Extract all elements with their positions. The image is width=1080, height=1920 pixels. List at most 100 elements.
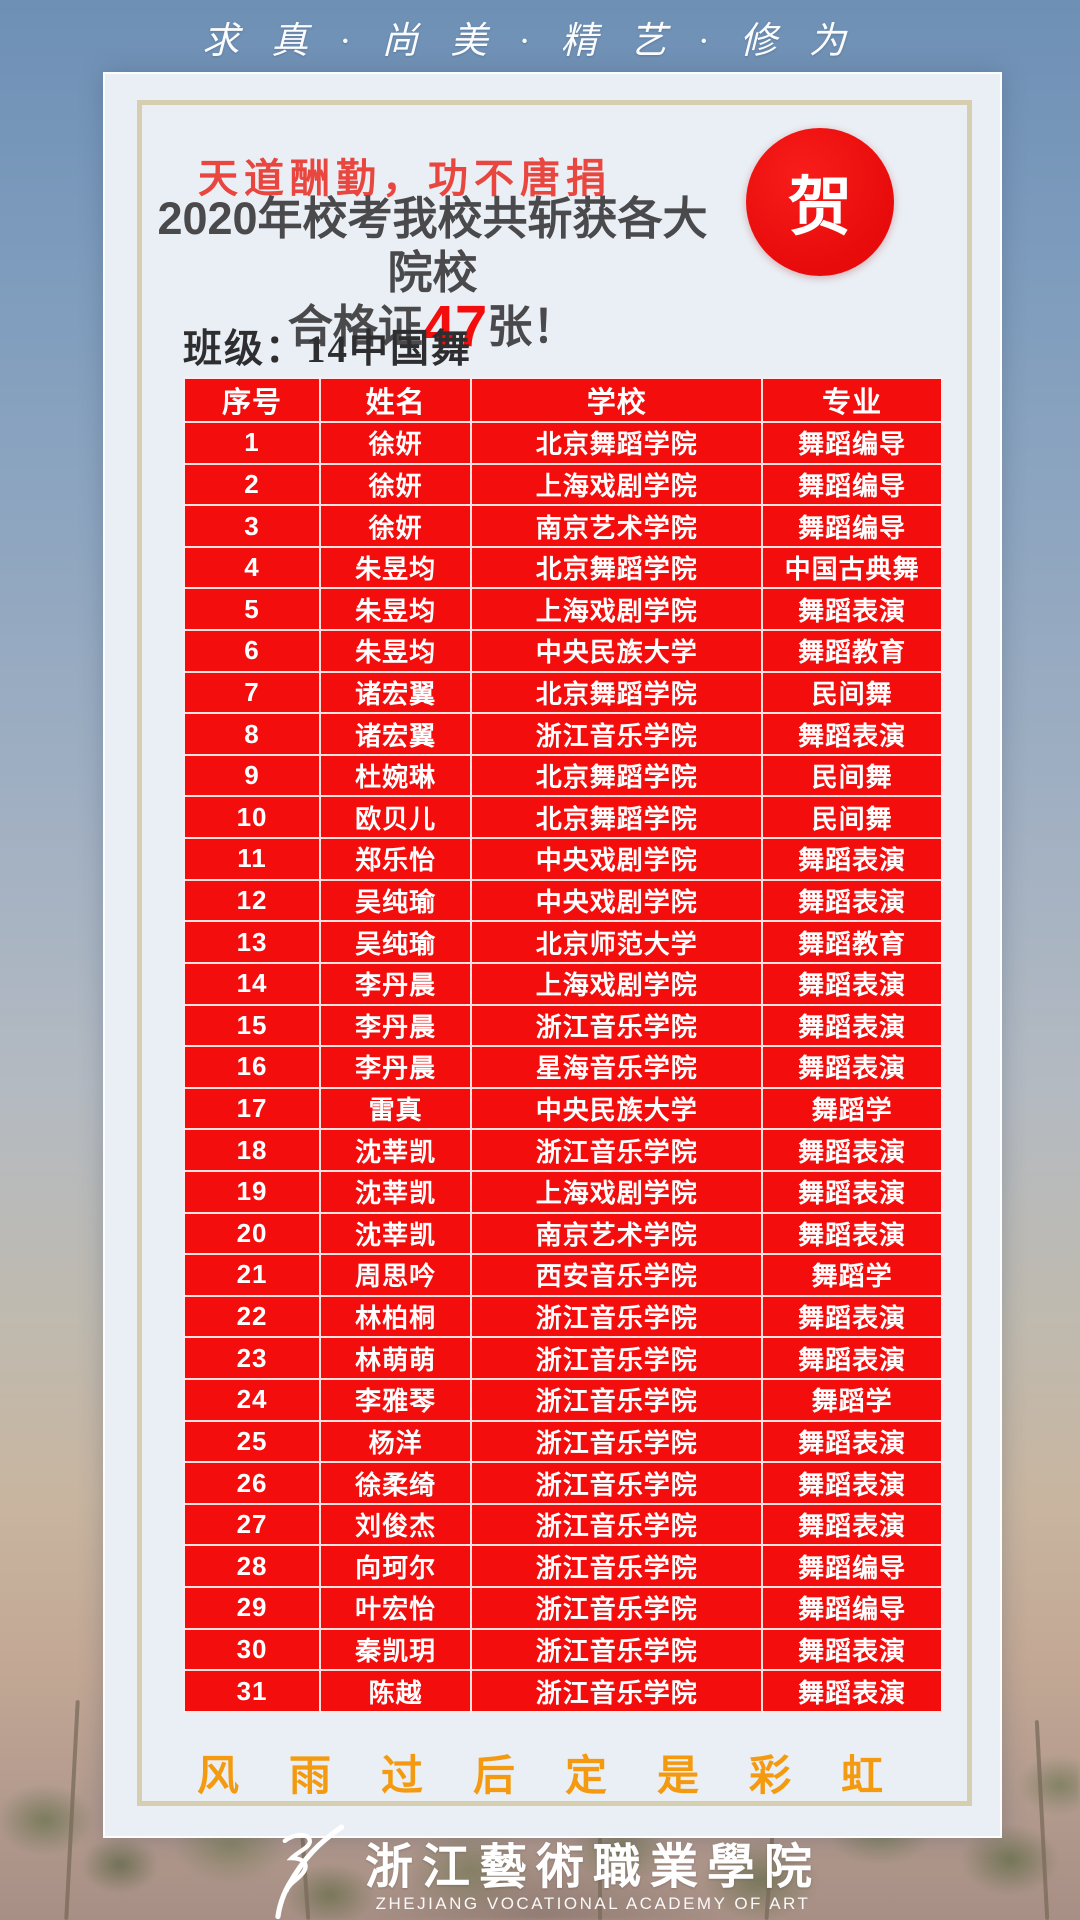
table-cell: 5	[185, 589, 322, 630]
table-cell: 陈越	[321, 1671, 473, 1711]
table-cell: 舞蹈表演	[798, 887, 907, 917]
table-row: 5 朱昱均 上海戏剧学院 舞蹈表演	[185, 587, 941, 630]
table-cell: 舞蹈表演	[798, 1511, 907, 1542]
bottom-slogan: 风雨过后定是彩虹	[196, 1751, 933, 1800]
table-cell: 刘俊杰	[321, 1504, 473, 1545]
table-cell: 3	[185, 506, 322, 546]
table-cell: 20	[185, 1213, 322, 1254]
table-row: 30 秦凯玥 浙江音乐学院 舞蹈表演	[185, 1627, 941, 1670]
table-cell: 舞蹈表演	[798, 1469, 907, 1500]
table-cell: 浙江音乐学院	[472, 1296, 764, 1337]
congrats-badge: 贺	[746, 128, 894, 276]
table-cell: 诸宏翼	[321, 714, 473, 754]
table-row: 14 李丹晨 上海戏剧学院 舞蹈表演	[185, 961, 941, 1004]
table-cell: 9	[185, 755, 322, 796]
table-cell: 舞蹈学	[811, 1095, 893, 1126]
table-row: 13 吴纯瑜 北京师范大学 舞蹈教育	[185, 920, 941, 962]
table-cell: 浙江音乐学院	[472, 1504, 764, 1545]
table-cell: 徐妍	[321, 423, 473, 463]
table-cell: 17	[185, 1088, 322, 1129]
table-cell: 吴纯瑜	[321, 880, 473, 921]
table-cell: 16	[185, 1047, 322, 1087]
table-row: 3 徐妍 南京艺术学院 舞蹈编导	[185, 504, 941, 546]
table-cell: 舞蹈表演	[798, 1219, 907, 1250]
table-cell: 上海戏剧学院	[472, 963, 764, 1004]
table-cell: 民间舞	[811, 678, 893, 709]
table-cell: 南京艺术学院	[472, 1213, 764, 1254]
table-cell: 25	[185, 1421, 322, 1462]
table-cell: 叶宏怡	[321, 1588, 473, 1628]
award-card: 天道酬勤，功不唐捐 2020年校考我校共斩获各大院校 合格证47张！ 贺 班级：…	[103, 72, 1002, 1838]
table-cell: 8	[185, 714, 322, 754]
table-cell: 徐妍	[321, 506, 473, 546]
table-cell: 浙江音乐学院	[472, 1546, 764, 1587]
table-cell: 2	[185, 464, 322, 505]
table-cell: 14	[185, 963, 322, 1004]
table-cell: 秦凯玥	[321, 1629, 473, 1670]
header-cell-name: 姓名	[321, 379, 473, 421]
table-row: 22 林柏桐 浙江音乐学院 舞蹈表演	[185, 1294, 941, 1337]
table-row: 21 周思吟 西安音乐学院 舞蹈学	[185, 1253, 941, 1295]
table-row: 19 沈莘凯 上海戏剧学院 舞蹈表演	[185, 1169, 941, 1212]
announcement-title-line1: 2020年校考我校共斩获各大院校	[157, 193, 708, 298]
results-table: 序号 姓名 学校 专业 1 徐妍 北京舞蹈学院 舞蹈编导 2 徐妍 上海戏剧学院 舞蹈编导 3 徐…	[183, 377, 943, 1713]
table-cell: 浙江音乐学院	[472, 1588, 764, 1628]
table-cell: 舞蹈表演	[798, 1053, 907, 1084]
table-cell: 中央民族大学	[472, 1088, 764, 1129]
table-cell: 27	[185, 1504, 322, 1545]
table-row: 26 徐柔绮 浙江音乐学院 舞蹈表演	[185, 1461, 941, 1503]
table-cell: 18	[185, 1130, 322, 1170]
table-cell: 浙江音乐学院	[472, 714, 764, 754]
table-cell: 舞蹈教育	[798, 928, 907, 959]
table-cell: 周思吟	[321, 1255, 473, 1295]
table-cell: 舞蹈表演	[798, 1677, 907, 1708]
table-cell: 杨洋	[321, 1421, 473, 1462]
table-cell: 舞蹈表演	[798, 1136, 907, 1167]
table-row: 1 徐妍 北京舞蹈学院 舞蹈编导	[185, 421, 941, 463]
table-cell: 李雅琴	[321, 1380, 473, 1420]
table-cell: 李丹晨	[321, 1005, 473, 1046]
class-label: 班级：14中国舞	[183, 328, 473, 371]
academy-name-en: ZHEJIANG VOCATIONAL ACADEMY OF ART	[375, 1894, 811, 1913]
table-row: 24 李雅琴 浙江音乐学院 舞蹈学	[185, 1378, 941, 1420]
certificate-count: 47	[422, 294, 488, 359]
table-cell: 舞蹈编导	[798, 429, 907, 460]
table-cell: 南京艺术学院	[472, 506, 764, 546]
table-row: 4 朱昱均 北京舞蹈学院 中国古典舞	[185, 545, 941, 588]
footer-logo: 浙江藝術職業學院 ZHEJIANG VOCATIONAL ACADEMY OF …	[0, 1824, 1080, 1920]
table-cell: 上海戏剧学院	[472, 589, 764, 630]
table-cell: 31	[185, 1671, 322, 1711]
academy-name: 浙江藝術職業學院 ZHEJIANG VOCATIONAL ACADEMY OF …	[365, 1843, 821, 1915]
table-cell: 舞蹈表演	[798, 1303, 907, 1334]
table-row: 27 刘俊杰 浙江音乐学院 舞蹈表演	[185, 1502, 941, 1545]
table-cell: 浙江音乐学院	[472, 1338, 764, 1379]
announcement-title-line2: 合格证47张！	[145, 298, 720, 356]
table-cell: 雷真	[321, 1088, 473, 1129]
table-row: 28 向珂尔 浙江音乐学院 舞蹈编导	[185, 1544, 941, 1587]
table-cell: 19	[185, 1171, 322, 1212]
table-row: 10 欧贝儿 北京舞蹈学院 民间舞	[185, 795, 941, 838]
table-cell: 李丹晨	[321, 1047, 473, 1087]
calligraphy-slogan: 天道酬勤，功不唐捐	[198, 156, 612, 202]
table-cell: 杜婉琳	[321, 755, 473, 796]
table-cell: 朱昱均	[321, 547, 473, 588]
table-cell: 北京舞蹈学院	[472, 672, 764, 713]
table-cell: 徐妍	[321, 464, 473, 505]
table-row: 17 雷真 中央民族大学 舞蹈学	[185, 1086, 941, 1129]
table-cell: 15	[185, 1005, 322, 1046]
table-cell: 舞蹈表演	[798, 1635, 907, 1666]
table-cell: 22	[185, 1296, 322, 1337]
title-line2-suffix: 张！	[487, 301, 578, 352]
dancer-logo-icon	[275, 1824, 345, 1920]
table-cell: 林柏桐	[321, 1296, 473, 1337]
table-cell: 朱昱均	[321, 589, 473, 630]
table-cell: 向珂尔	[321, 1546, 473, 1587]
table-cell: 北京舞蹈学院	[472, 755, 764, 796]
table-cell: 舞蹈学	[811, 1386, 893, 1417]
table-cell: 上海戏剧学院	[472, 1171, 764, 1212]
table-cell: 浙江音乐学院	[472, 1130, 764, 1170]
table-cell: 中国古典舞	[784, 554, 920, 585]
table-cell: 浙江音乐学院	[472, 1421, 764, 1462]
header-cell-index: 序号	[185, 379, 322, 421]
table-cell: 21	[185, 1255, 322, 1295]
